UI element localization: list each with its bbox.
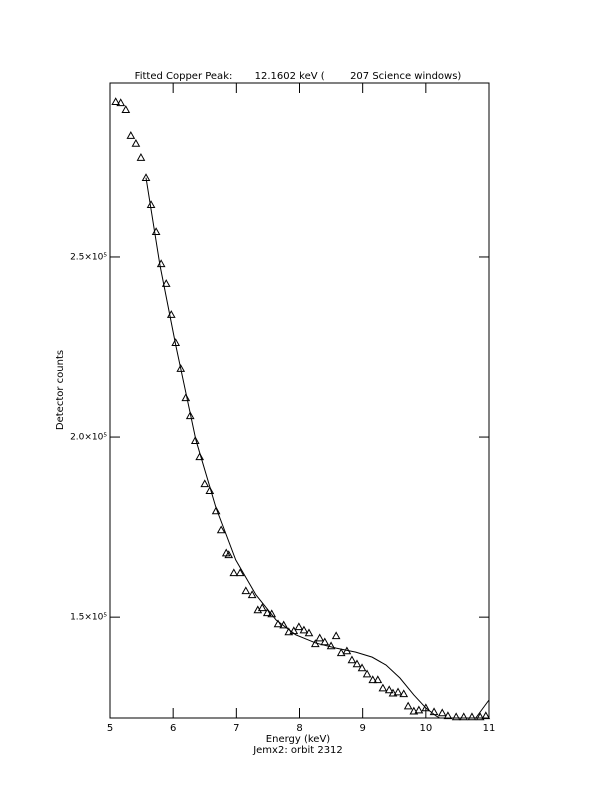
data-point xyxy=(216,525,226,534)
x-tick-label: 7 xyxy=(233,723,239,734)
x-tick-label: 11 xyxy=(483,723,496,734)
data-point xyxy=(347,655,357,664)
data-point xyxy=(205,486,215,495)
data-point xyxy=(185,411,195,420)
data-point xyxy=(284,627,294,636)
data-point xyxy=(373,675,383,684)
data-point xyxy=(241,586,251,595)
data-point xyxy=(304,628,314,637)
y-tick-label: 1.5×10⁵ xyxy=(70,613,107,623)
data-point xyxy=(475,712,485,721)
fit-line xyxy=(145,177,440,719)
data-point xyxy=(331,631,341,640)
data-point xyxy=(181,393,191,402)
data-point xyxy=(451,712,461,721)
x-tick-label: 9 xyxy=(359,723,365,734)
data-point xyxy=(190,436,200,444)
data-point xyxy=(116,98,126,107)
data-point xyxy=(393,687,403,696)
x-axis-label: Energy (keV) xyxy=(266,734,331,745)
data-point xyxy=(161,279,171,287)
y-tick-label: 2.0×10⁵ xyxy=(70,433,107,443)
x-tick-label: 8 xyxy=(296,723,302,734)
y-tick-label: 2.5×10⁵ xyxy=(70,252,107,262)
data-point xyxy=(247,590,257,599)
data-point xyxy=(362,669,372,678)
chart-title: Fitted Copper Peak: 12.1602 keV ( 207 Sc… xyxy=(135,71,462,82)
data-point xyxy=(235,568,245,577)
data-point xyxy=(294,622,304,631)
data-point xyxy=(368,675,378,684)
data-point xyxy=(224,550,234,559)
data-point xyxy=(111,97,121,106)
data-point xyxy=(409,706,419,715)
data-point xyxy=(262,608,272,617)
x-tick-label: 10 xyxy=(419,723,432,734)
data-point xyxy=(121,105,131,113)
data-point xyxy=(136,153,146,161)
data-point xyxy=(467,712,477,721)
data-point xyxy=(414,705,424,714)
x-tick-label: 6 xyxy=(170,723,176,734)
data-point xyxy=(437,708,447,717)
subtitle: Jemx2: orbit 2312 xyxy=(252,745,343,756)
data-point xyxy=(421,703,431,712)
x-tick-label: 5 xyxy=(107,723,113,734)
data-point xyxy=(229,568,239,577)
data-point xyxy=(384,685,394,694)
data-point xyxy=(459,712,469,721)
data-point xyxy=(267,609,277,618)
data-point xyxy=(195,452,205,461)
data-point xyxy=(273,619,283,628)
data-point xyxy=(200,479,210,488)
data-point xyxy=(357,663,367,672)
data-point xyxy=(315,633,325,642)
data-point xyxy=(403,701,413,710)
data-point xyxy=(336,648,346,657)
data-point xyxy=(326,641,336,650)
data-point xyxy=(131,138,141,147)
data-point xyxy=(257,603,267,612)
fit-line xyxy=(475,699,490,719)
data-point xyxy=(399,689,409,698)
data-point xyxy=(388,688,398,697)
data-point xyxy=(176,364,186,372)
data-point xyxy=(211,506,221,515)
data-point xyxy=(352,659,362,668)
data-point xyxy=(443,711,453,720)
y-axis-label: Detector counts xyxy=(55,350,66,430)
data-point xyxy=(299,625,309,634)
data-point xyxy=(378,683,388,692)
data-point xyxy=(481,711,491,720)
data-point xyxy=(126,131,136,139)
